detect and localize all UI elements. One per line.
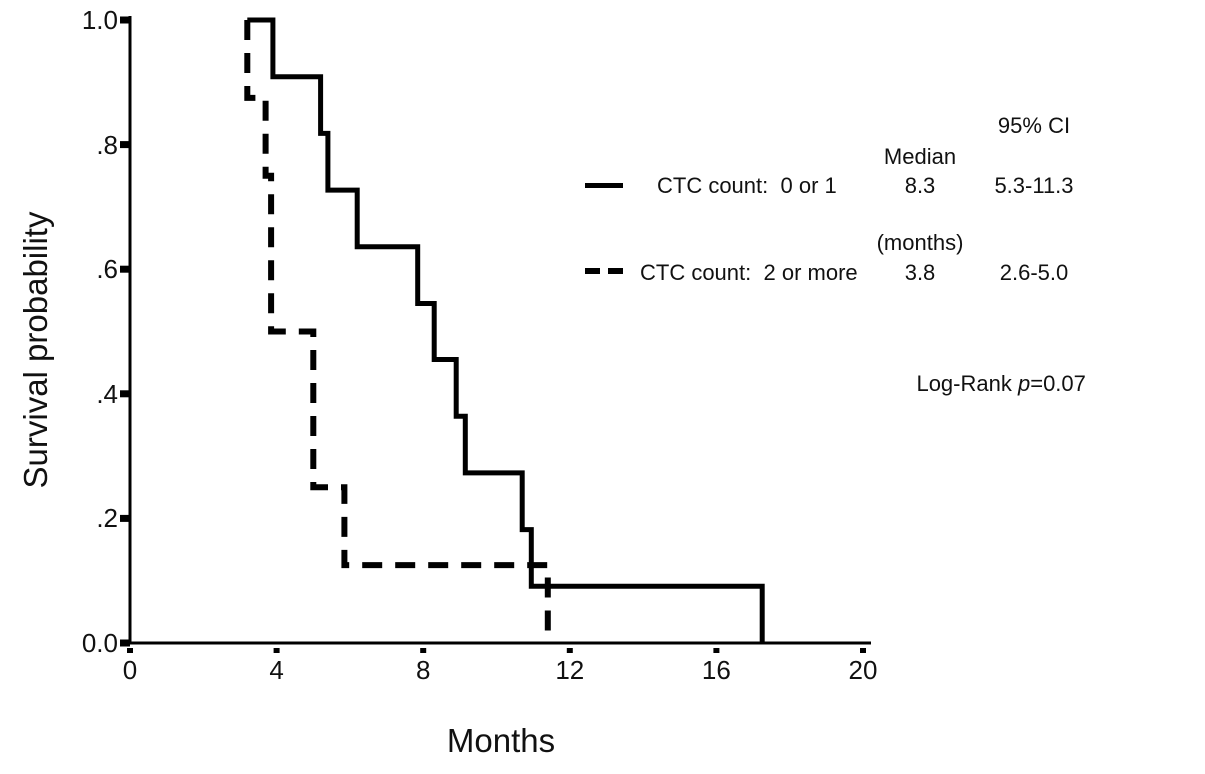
y-axis-title: Survival probability bbox=[17, 211, 54, 489]
ci-value-group2: 2.6-5.0 bbox=[999, 260, 1069, 285]
x-tick-mark bbox=[713, 648, 720, 653]
y-tick-mark bbox=[120, 265, 130, 273]
x-tick-label: 12 bbox=[555, 655, 585, 685]
y-tick-label: .4 bbox=[96, 378, 118, 409]
log-rank-annotation: Log-Rank p=0.07 bbox=[892, 341, 1086, 427]
y-tick-label: .2 bbox=[96, 503, 118, 534]
y-tick-mark bbox=[120, 514, 130, 522]
x-axis-title: Months bbox=[446, 722, 556, 759]
x-tick-label: 20 bbox=[848, 655, 878, 685]
x-tick-mark bbox=[566, 648, 573, 653]
y-tick-mark bbox=[120, 390, 130, 398]
y-tick-mark bbox=[120, 141, 130, 149]
y-tick-label: 1.0 bbox=[81, 5, 118, 35]
ci-value-group1: 5.3-11.3 bbox=[994, 173, 1074, 198]
y-tick-label: .6 bbox=[96, 254, 118, 285]
x-tick-label: 16 bbox=[701, 655, 731, 685]
x-tick-label: 0 bbox=[122, 655, 138, 685]
y-tick-mark bbox=[120, 639, 130, 647]
median-value-group2: 3.8 bbox=[904, 260, 936, 285]
x-tick-label: 4 bbox=[269, 655, 284, 685]
y-tick-label: 0.0 bbox=[81, 628, 118, 658]
dashed-line-sample-icon bbox=[585, 268, 625, 274]
log-rank-prefix: Log-Rank bbox=[916, 370, 1018, 396]
survival-curve-dashed bbox=[244, 20, 551, 643]
table-header-median-line2: (months) bbox=[876, 229, 964, 255]
y-tick-label: .8 bbox=[96, 129, 118, 160]
dash-segment bbox=[585, 268, 600, 274]
x-tick-label: 8 bbox=[415, 655, 431, 685]
table-header-ci: 95% CI bbox=[997, 113, 1071, 138]
median-value-group1: 8.3 bbox=[904, 173, 936, 198]
x-tick-mark bbox=[860, 648, 866, 653]
y-tick-mark bbox=[120, 16, 130, 24]
log-rank-value: =0.07 bbox=[1030, 370, 1086, 396]
table-header-median-line1: Median bbox=[883, 144, 957, 170]
x-tick-mark bbox=[127, 648, 133, 653]
log-rank-p-symbol: p bbox=[1017, 370, 1031, 396]
legend-label-group1: CTC count: 0 or 1 bbox=[657, 173, 837, 198]
axis-lines bbox=[128, 16, 871, 645]
table-header-median: Median (months) bbox=[868, 86, 972, 315]
x-tick-mark bbox=[273, 648, 280, 653]
solid-line-sample-icon bbox=[585, 183, 623, 188]
legend-label-group2: CTC count: 2 or more bbox=[640, 260, 858, 285]
survival-curve-solid bbox=[247, 17, 765, 643]
x-tick-mark bbox=[420, 648, 427, 653]
dash-segment bbox=[608, 268, 623, 274]
